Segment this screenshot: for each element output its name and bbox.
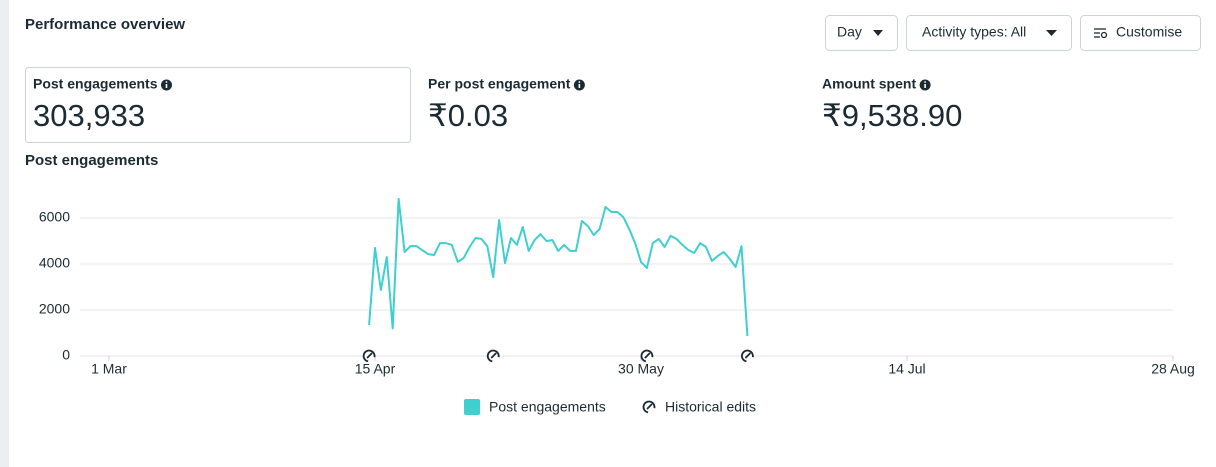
series-line [368, 197, 749, 337]
x-tick-label: 15 Apr [355, 361, 396, 377]
edit-icon-needle [646, 403, 653, 410]
legend-label: Historical edits [665, 399, 756, 415]
chart-title: Post engagements [25, 152, 158, 169]
x-tick-label: 30 May [618, 361, 664, 377]
info-icon-dot [578, 81, 581, 83]
historical-edit-marker [640, 349, 654, 363]
button-frame [825, 15, 898, 51]
historical-edit-marker [741, 349, 754, 363]
y-tick-label: 0 [62, 347, 70, 363]
x-tick-label: 1 Mar [91, 361, 127, 377]
y-tick-label: 2000 [39, 301, 70, 317]
x-tick-label: 28 Aug [1151, 361, 1195, 377]
day-button[interactable]: Day [825, 15, 898, 51]
button-label: Day [837, 24, 862, 40]
button-label: Customise [1116, 24, 1182, 40]
historical-edit-marker [486, 349, 500, 363]
customise-button[interactable]: Customise [1080, 15, 1201, 51]
dropdown-arrow [1046, 30, 1057, 36]
selected-metric-card[interactable] [25, 67, 411, 143]
info-icon-glyph [165, 84, 168, 88]
historical-edit-marker [362, 349, 376, 363]
info-icon-glyph [578, 84, 581, 88]
y-tick-label: 6000 [39, 209, 70, 225]
info-icon-dot [924, 81, 927, 83]
metric-value: ₹9,538.90 [822, 98, 962, 133]
page-title: Performance overview [25, 16, 185, 33]
side-strip [0, 0, 9, 467]
metric-label: Amount spent [822, 76, 916, 92]
button-label: Activity types: All [922, 24, 1026, 40]
historical-edit-marker [642, 400, 656, 414]
x-tick-label: 14 Jul [888, 361, 925, 377]
dropdown-arrow [873, 30, 883, 36]
info-icon-glyph [924, 84, 926, 88]
y-tick-label: 4000 [39, 255, 70, 271]
edit-icon-needle [745, 352, 751, 359]
metric-label: Per post engagement [428, 76, 571, 92]
metric-label: Post engagements [33, 76, 158, 92]
metric-value: ₹0.03 [428, 98, 508, 133]
button-frame [1080, 15, 1201, 51]
edit-icon-needle [366, 352, 373, 359]
info-icon-dot [165, 81, 168, 83]
legend-swatch [464, 399, 480, 415]
button-frame [906, 15, 1072, 51]
chart: 0 2000 4000 6000 1 Mar 15 Apr 30 May 14 Jul 28 A… [39, 197, 1195, 415]
customise-icon [1094, 28, 1108, 39]
legend-label: Post engagements [489, 399, 606, 415]
metrics: Post engagements 303,933 Per post engageme… [33, 76, 962, 133]
edit-icon-needle [490, 352, 497, 359]
activity-types-button[interactable]: Activity types: All [906, 15, 1072, 51]
edit-icon-needle [644, 352, 651, 359]
metric-value: 303,933 [33, 98, 145, 133]
